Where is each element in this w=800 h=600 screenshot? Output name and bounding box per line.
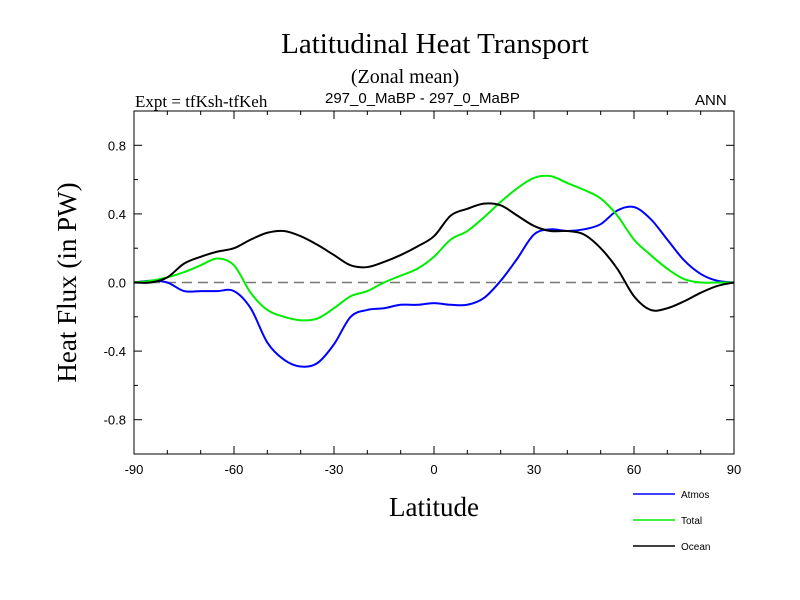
legend-label-atmos: Atmos [681,490,709,501]
x-tick-label: -60 [225,462,244,477]
series-line-ocean [133,202,735,312]
y-axis-label: Heat Flux (in PW) [52,182,82,382]
case-label: 297_0_MaBP - 297_0_MaBP [325,90,520,107]
y-tick-label: -0.8 [104,413,126,428]
series-line-atmos [133,205,735,368]
x-tick-label: -90 [125,462,144,477]
legend-label-total: Total [681,516,702,527]
chart-subtitle: (Zonal mean) [350,66,460,88]
x-tick-label: 0 [430,462,437,477]
season-label: ANN [695,92,727,109]
experiment-label: Expt = tfKsh-tfKeh [135,92,268,111]
y-tick-label: 0.4 [108,207,126,222]
y-tick-label: 0.0 [108,276,126,291]
x-tick-label: 60 [627,462,641,477]
series-line-total [133,174,734,322]
x-tick-label: 90 [727,462,741,477]
y-tick-label: 0.8 [108,138,126,153]
x-axis-label: Latitude [389,492,479,522]
x-tick-label: 30 [527,462,541,477]
y-tick-label: -0.4 [104,344,126,359]
legend-label-ocean: Ocean [681,542,710,553]
x-tick-label: -30 [325,462,344,477]
chart-title: Latitudinal Heat Transport [281,28,589,60]
